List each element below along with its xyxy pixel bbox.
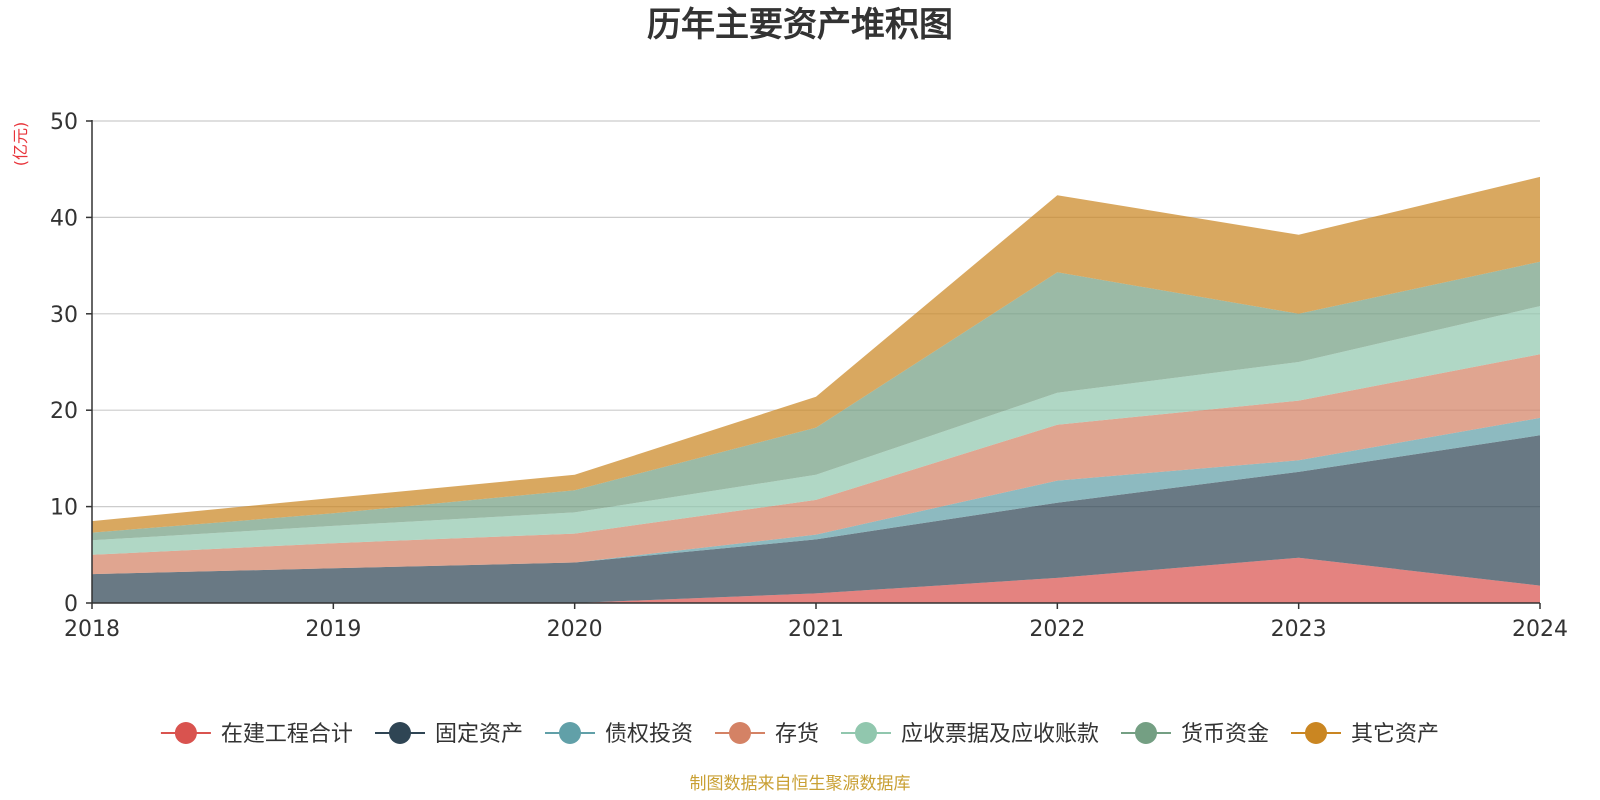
y-tick-label-0: 0 — [64, 592, 78, 617]
legend-item-0[interactable]: 在建工程合计 — [160, 722, 353, 747]
x-tick-label-5: 2023 — [1271, 617, 1327, 642]
legend-item-6[interactable]: 其它资产 — [1291, 722, 1439, 747]
legend-item-5[interactable]: 货币资金 — [1121, 722, 1269, 747]
legend-label-5: 货币资金 — [1181, 722, 1269, 747]
x-tick-label-2: 2020 — [547, 617, 603, 642]
legend-marker-0 — [174, 722, 197, 744]
chart-title: 历年主要资产堆积图 — [647, 5, 953, 45]
legend: 在建工程合计 固定资产 债权投资 存货 应收票据及应收账款 货币资金 其它资产 — [160, 722, 1439, 747]
area-series-3 — [92, 354, 1540, 575]
legend-marker-2 — [559, 722, 581, 744]
y-tick-label-5: 50 — [50, 110, 78, 135]
legend-label-4: 应收票据及应收账款 — [901, 722, 1099, 747]
source-footnote: 制图数据来自恒生聚源数据库 — [690, 774, 911, 794]
legend-item-3[interactable]: 存货 — [715, 722, 819, 747]
legend-item-1[interactable]: 固定资产 — [375, 722, 523, 747]
axes: 0 10 20 30 40 50 2018 2019 2020 2021 2022 2023 2024 — [50, 110, 1568, 642]
y-tick-label-4: 40 — [50, 206, 78, 231]
legend-item-2[interactable]: 债权投资 — [545, 722, 693, 747]
legend-marker-5 — [1135, 722, 1157, 744]
legend-marker-4 — [855, 722, 877, 744]
legend-label-6: 其它资产 — [1351, 722, 1439, 747]
area-series-0 — [92, 557, 1540, 603]
x-tick-label-4: 2022 — [1029, 617, 1085, 642]
stacked-areas — [92, 176, 1540, 603]
x-tick-label-3: 2021 — [788, 617, 844, 642]
area-series-1 — [92, 435, 1540, 603]
x-tick-label-0: 2018 — [64, 617, 120, 642]
legend-label-2: 债权投资 — [605, 722, 693, 747]
legend-label-1: 固定资产 — [435, 722, 523, 747]
y-tick-label-3: 30 — [50, 303, 78, 328]
legend-marker-6 — [1305, 722, 1327, 744]
legend-item-4[interactable]: 应收票据及应收账款 — [841, 722, 1099, 747]
x-tick-label-1: 2019 — [305, 617, 361, 642]
area-series-5 — [92, 261, 1540, 541]
y-tick-label-1: 10 — [50, 496, 78, 521]
legend-label-3: 存货 — [775, 722, 819, 747]
y-tick-label-2: 20 — [50, 399, 78, 424]
legend-label-0: 在建工程合计 — [221, 722, 353, 747]
area-series-6 — [92, 176, 1540, 533]
legend-marker-3 — [729, 722, 751, 744]
y-axis-unit-label: (亿元) — [11, 122, 30, 167]
legend-marker-1 — [389, 722, 411, 744]
x-tick-label-6: 2024 — [1512, 617, 1568, 642]
